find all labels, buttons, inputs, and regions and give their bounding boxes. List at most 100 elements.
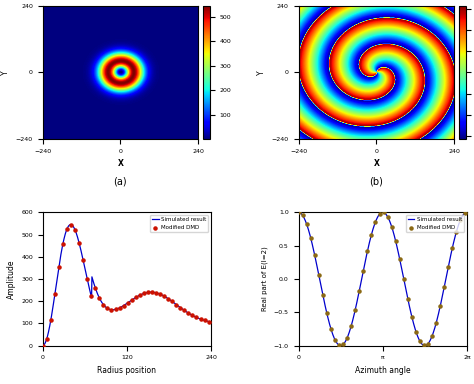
Y-axis label: Amplitude: Amplitude — [7, 259, 16, 299]
Modified DMD — [420, 343, 428, 349]
Modified DMD — [404, 296, 411, 302]
Simulated result — [178, 306, 184, 310]
Modified DMD — [67, 222, 75, 228]
Simulated result — [387, 220, 393, 224]
Modified DMD — [356, 288, 363, 294]
Modified DMD — [47, 317, 55, 323]
Modified DMD — [416, 338, 424, 344]
Modified DMD — [43, 336, 51, 342]
Modified DMD — [347, 323, 355, 329]
Simulated result — [120, 304, 126, 308]
Modified DMD — [156, 291, 164, 297]
Modified DMD — [351, 307, 359, 313]
Modified DMD — [428, 333, 436, 339]
Legend: Simulated result, Modified DMD: Simulated result, Modified DMD — [406, 215, 464, 232]
Modified DMD — [100, 301, 107, 308]
Modified DMD — [412, 328, 420, 334]
Modified DMD — [384, 214, 392, 220]
Modified DMD — [136, 292, 144, 298]
Modified DMD — [307, 235, 314, 241]
Modified DMD — [331, 337, 339, 343]
Modified DMD — [303, 221, 310, 227]
Modified DMD — [453, 228, 460, 235]
Modified DMD — [396, 256, 403, 262]
X-axis label: Radius position: Radius position — [97, 366, 156, 375]
Modified DMD — [295, 209, 302, 215]
Simulated result — [121, 303, 127, 308]
Modified DMD — [91, 285, 99, 291]
Modified DMD — [132, 295, 139, 301]
Modified DMD — [323, 310, 331, 316]
Modified DMD — [168, 298, 176, 305]
Modified DMD — [445, 263, 452, 270]
Modified DMD — [205, 318, 212, 324]
Modified DMD — [400, 276, 408, 282]
Modified DMD — [327, 326, 335, 332]
Modified DMD — [63, 226, 71, 232]
Simulated result — [131, 296, 137, 301]
Modified DMD — [87, 293, 95, 300]
Line: Simulated result: Simulated result — [43, 225, 211, 346]
Modified DMD — [392, 238, 400, 244]
Modified DMD — [343, 335, 351, 341]
Modified DMD — [372, 219, 379, 225]
Simulated result — [338, 343, 344, 348]
Simulated result — [204, 319, 210, 324]
Modified DMD — [160, 293, 168, 299]
Modified DMD — [120, 303, 128, 309]
Modified DMD — [193, 314, 201, 321]
Y-axis label: Real part of E(l=2): Real part of E(l=2) — [262, 247, 268, 311]
Modified DMD — [71, 227, 79, 233]
Modified DMD — [437, 303, 444, 309]
Modified DMD — [124, 300, 131, 306]
Modified DMD — [380, 209, 387, 215]
Modified DMD — [359, 268, 367, 274]
Simulated result — [68, 222, 73, 227]
Simulated result — [434, 318, 440, 323]
Modified DMD — [128, 297, 136, 303]
Simulated result — [40, 343, 46, 348]
Line: Simulated result: Simulated result — [299, 212, 467, 346]
Modified DMD — [75, 240, 83, 246]
Modified DMD — [148, 289, 156, 295]
Modified DMD — [339, 341, 347, 348]
X-axis label: Azimuth angle: Azimuth angle — [355, 366, 410, 375]
Modified DMD — [173, 301, 180, 308]
Modified DMD — [59, 241, 67, 247]
Simulated result — [377, 212, 383, 216]
Modified DMD — [108, 307, 115, 313]
Modified DMD — [79, 257, 87, 263]
Simulated result — [460, 213, 466, 217]
Modified DMD — [104, 305, 111, 311]
Y-axis label: Y: Y — [257, 70, 266, 75]
Modified DMD — [424, 341, 432, 347]
Modified DMD — [96, 295, 103, 301]
X-axis label: X: X — [118, 159, 123, 168]
Modified DMD — [176, 305, 184, 311]
Modified DMD — [152, 290, 160, 296]
Modified DMD — [51, 291, 59, 298]
Modified DMD — [184, 310, 192, 316]
Modified DMD — [315, 272, 323, 278]
Modified DMD — [364, 248, 371, 255]
Simulated result — [296, 210, 301, 215]
Y-axis label: Y: Y — [1, 70, 10, 75]
Simulated result — [396, 254, 402, 258]
Simulated result — [376, 213, 382, 217]
X-axis label: X: X — [374, 159, 379, 168]
Modified DMD — [368, 232, 375, 238]
Modified DMD — [335, 342, 343, 348]
Modified DMD — [39, 343, 46, 349]
Modified DMD — [83, 276, 91, 282]
Text: (a): (a) — [114, 176, 127, 186]
Modified DMD — [140, 290, 148, 296]
Modified DMD — [456, 217, 464, 223]
Modified DMD — [319, 292, 327, 298]
Modified DMD — [461, 210, 468, 217]
Modified DMD — [432, 320, 440, 326]
Modified DMD — [376, 211, 383, 217]
Modified DMD — [189, 312, 196, 318]
Modified DMD — [448, 245, 456, 251]
Modified DMD — [144, 290, 152, 296]
Simulated result — [140, 291, 146, 296]
